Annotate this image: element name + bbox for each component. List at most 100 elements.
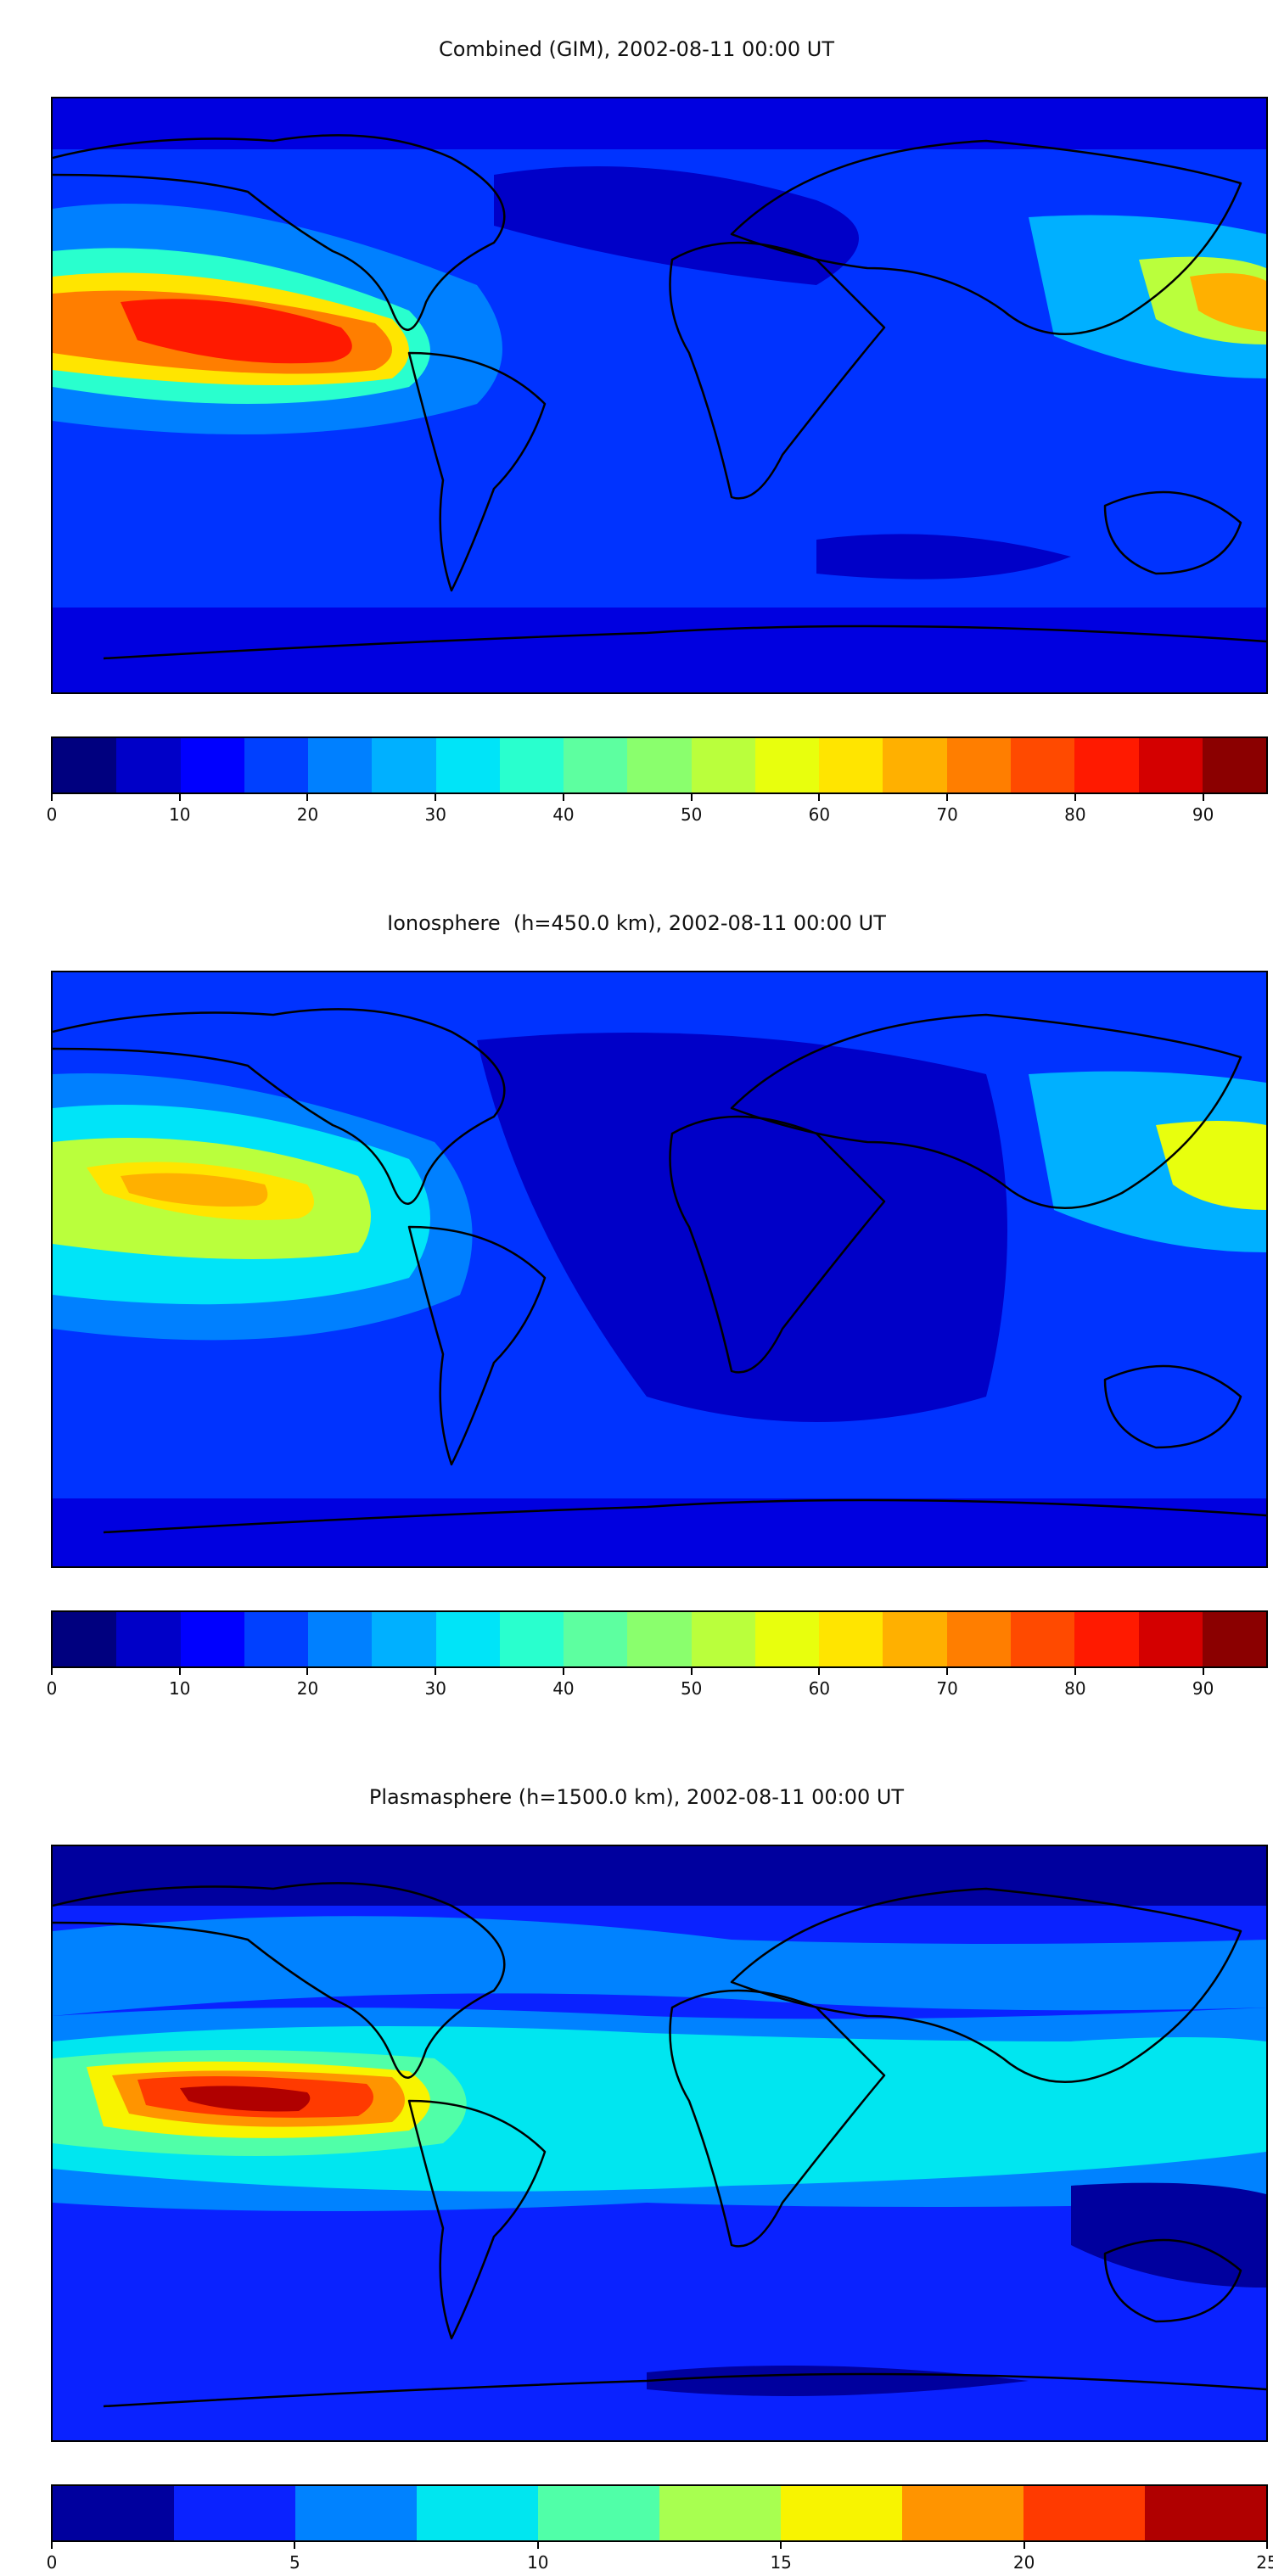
colorbar-tick	[1266, 2542, 1268, 2549]
colorbar-segment	[372, 1612, 436, 1666]
world-map	[53, 1846, 1266, 2440]
colorbar-segment	[174, 2486, 295, 2540]
colorbar-tick	[818, 1668, 821, 1675]
colorbar-tick	[51, 2542, 53, 2549]
colorbar-tick-label: 50	[680, 1678, 703, 1699]
colorbar-tick	[946, 1668, 949, 1675]
colorbar-segment	[564, 738, 628, 792]
colorbar-tick-label: 50	[680, 804, 703, 825]
colorbar-segment	[435, 1612, 500, 1666]
colorbar-tick-label: 60	[808, 1678, 831, 1699]
colorbar-tick	[435, 794, 437, 801]
colorbar-segment	[1138, 738, 1203, 792]
colorbar-segment	[244, 738, 309, 792]
colorbar-segment	[819, 1612, 883, 1666]
colorbar-tick-label: 15	[770, 2552, 792, 2573]
colorbar-tick	[1074, 794, 1076, 801]
colorbar-ticks: 0 5 10 15 20 25	[47, 2542, 1273, 2576]
colorbar-tick	[562, 794, 564, 801]
colorbar-tick-label: 20	[296, 804, 319, 825]
colorbar-tick-label: 40	[552, 804, 575, 825]
colorbar-segment	[1023, 2486, 1145, 2540]
colorbar-segment	[754, 1612, 820, 1666]
colorbar-segment	[946, 1612, 1011, 1666]
colorbar-tick	[690, 1668, 693, 1675]
colorbar-tick-label: 10	[169, 804, 191, 825]
colorbar-segment	[417, 2486, 538, 2540]
colorbar-tick	[536, 2542, 539, 2549]
colorbar-tick-label: 0	[46, 2552, 58, 2573]
colorbar	[51, 736, 1268, 794]
tec-map	[51, 1845, 1268, 2442]
colorbar-tick-label: 80	[1064, 1678, 1086, 1699]
colorbar-tick-label: 0	[46, 804, 58, 825]
world-map	[53, 98, 1266, 692]
colorbar-segment	[781, 2486, 902, 2540]
colorbar-segment	[180, 1612, 244, 1666]
colorbar-tick	[562, 1668, 564, 1675]
colorbar-tick	[435, 1668, 437, 1675]
colorbar-tick-label: 70	[936, 804, 958, 825]
colorbar-segment	[946, 738, 1011, 792]
colorbar-tick-label: 25	[1256, 2552, 1273, 2573]
colorbar-segment	[53, 2486, 174, 2540]
colorbar-segment	[308, 1612, 373, 1666]
colorbar-tick-label: 60	[808, 804, 831, 825]
colorbar-tick	[946, 794, 949, 801]
colorbar-segment	[116, 1612, 181, 1666]
colorbar-tick	[818, 794, 821, 801]
colorbar-segment	[902, 2486, 1023, 2540]
colorbar-segment	[1010, 1612, 1075, 1666]
colorbar-segment	[691, 738, 755, 792]
colorbar-segment	[499, 738, 564, 792]
colorbar-tick-label: 0	[46, 1678, 58, 1699]
colorbar-segment	[883, 738, 947, 792]
colorbar-tick	[690, 794, 693, 801]
colorbar-tick-label: 10	[527, 2552, 549, 2573]
colorbar-segment	[754, 738, 820, 792]
colorbar-segment	[819, 738, 883, 792]
colorbar-segment	[691, 1612, 755, 1666]
colorbar-segment	[1074, 738, 1139, 792]
colorbar-segment	[564, 1612, 628, 1666]
colorbar-tick	[1202, 794, 1204, 801]
colorbar-tick	[51, 1668, 53, 1675]
colorbar-tick	[178, 794, 181, 801]
colorbar-segment	[1202, 738, 1267, 792]
colorbar-tick-label: 30	[424, 804, 446, 825]
colorbar-segment	[1138, 1612, 1203, 1666]
colorbar	[51, 2484, 1268, 2542]
colorbar-segment	[1010, 738, 1075, 792]
colorbar-segment	[1074, 1612, 1139, 1666]
panel-title: Plasmasphere (h=1500.0 km), 2002-08-11 0…	[368, 1785, 905, 1809]
colorbar-segment	[53, 738, 117, 792]
colorbar	[51, 1610, 1268, 1668]
colorbar-tick-label: 5	[289, 2552, 300, 2573]
colorbar-segment	[180, 738, 244, 792]
colorbar-tick	[1023, 2542, 1025, 2549]
colorbar-tick-label: 70	[936, 1678, 958, 1699]
colorbar-segment	[295, 2486, 417, 2540]
colorbar-tick-label: 80	[1064, 804, 1086, 825]
colorbar-tick-label: 10	[169, 1678, 191, 1699]
colorbar-tick-label: 40	[552, 1678, 575, 1699]
colorbar-tick-label: 20	[1012, 2552, 1035, 2573]
colorbar-tick	[51, 794, 53, 801]
colorbar-segment	[627, 1612, 692, 1666]
colorbar-segment	[372, 738, 436, 792]
colorbar-tick	[780, 2542, 782, 2549]
colorbar-segment	[627, 738, 692, 792]
colorbar-segment	[53, 1612, 117, 1666]
colorbar-segment	[308, 738, 373, 792]
colorbar-tick	[1202, 1668, 1204, 1675]
world-map	[53, 972, 1266, 1566]
tec-map	[51, 971, 1268, 1568]
colorbar-segment	[659, 2486, 781, 2540]
colorbar-segment	[1202, 1612, 1267, 1666]
colorbar-tick	[306, 1668, 309, 1675]
tec-map	[51, 97, 1268, 694]
colorbar-tick	[306, 794, 309, 801]
colorbar-segment	[435, 738, 500, 792]
colorbar-segment	[538, 2486, 659, 2540]
colorbar-segment	[116, 738, 181, 792]
